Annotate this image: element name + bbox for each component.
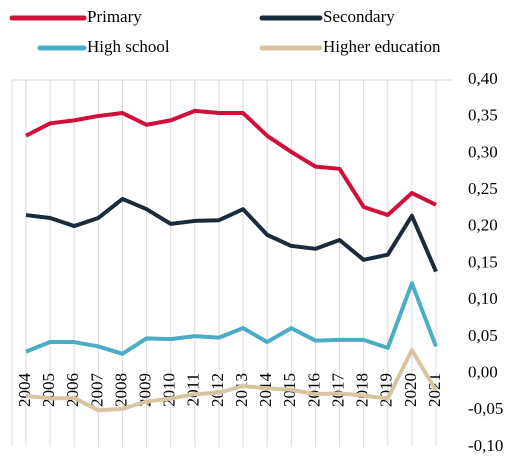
y-tick-label: 0,10 bbox=[468, 289, 498, 308]
x-tick-label: 2008 bbox=[111, 373, 130, 407]
legend-label: High school bbox=[87, 37, 170, 56]
x-tick-label: 2004 bbox=[15, 373, 34, 408]
y-tick-label: 0,15 bbox=[468, 252, 498, 271]
legend-label: Higher education bbox=[323, 37, 441, 56]
x-tick-label: 2012 bbox=[208, 373, 227, 407]
y-tick-label: 0,05 bbox=[468, 326, 498, 345]
y-tick-label: -0,05 bbox=[468, 399, 503, 418]
series-line bbox=[25, 348, 438, 413]
x-tick-label: 2009 bbox=[135, 373, 154, 407]
series-line bbox=[25, 281, 438, 356]
y-tick-label: -0,10 bbox=[468, 436, 503, 455]
y-tick-label: 0,25 bbox=[468, 179, 498, 198]
x-tick-label: 2020 bbox=[401, 373, 420, 407]
x-tick-label: 2007 bbox=[87, 373, 106, 408]
legend-label: Primary bbox=[87, 7, 142, 26]
x-tick-label: 2013 bbox=[232, 373, 251, 407]
series-line bbox=[25, 196, 438, 273]
y-tick-label: 0,30 bbox=[468, 142, 498, 161]
x-tick-label: 2011 bbox=[184, 373, 203, 406]
x-tick-label: 2018 bbox=[353, 373, 372, 407]
x-tick-label: 2010 bbox=[160, 373, 179, 407]
y-tick-label: 0,20 bbox=[468, 216, 498, 235]
legend-label: Secondary bbox=[323, 7, 395, 26]
y-tick-label: 0,35 bbox=[468, 106, 498, 125]
y-tick-label: 0,40 bbox=[468, 69, 498, 88]
y-tick-label: 0,00 bbox=[468, 363, 498, 382]
x-tick-label: 2017 bbox=[328, 373, 347, 408]
series-line bbox=[25, 108, 437, 218]
x-tick-label: 2016 bbox=[304, 373, 323, 407]
x-tick-label: 2005 bbox=[39, 373, 58, 407]
